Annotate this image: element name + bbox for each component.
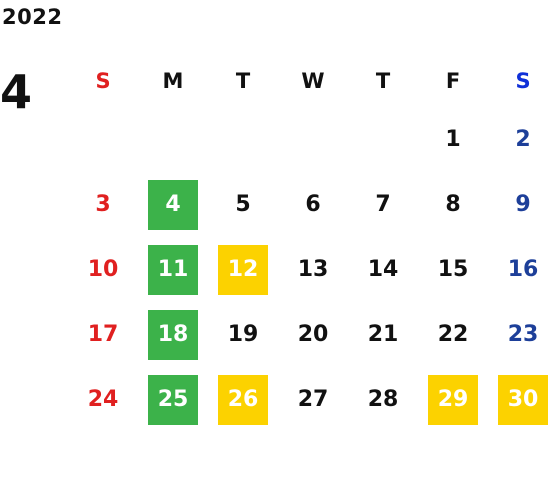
day-number: 11 <box>148 244 198 295</box>
calendar-day: 28 <box>348 367 418 432</box>
day-number: 4 <box>148 179 198 230</box>
day-number: 17 <box>87 322 119 347</box>
weekday-header-saturday: S <box>515 69 531 93</box>
day-number: 29 <box>428 374 478 425</box>
calendar-day: 19 <box>208 302 278 367</box>
day-number: 30 <box>498 374 548 425</box>
calendar-day: 7 <box>348 172 418 237</box>
day-number: 8 <box>445 192 461 217</box>
calendar-day: 21 <box>348 302 418 367</box>
weekday-header-friday: F <box>445 69 461 93</box>
calendar-day: 24 <box>68 367 138 432</box>
calendar-day: 6 <box>278 172 348 237</box>
day-number: 22 <box>437 322 469 347</box>
day-number: 19 <box>227 322 259 347</box>
calendar-day: 4 <box>138 172 208 237</box>
day-number: 9 <box>515 192 531 217</box>
calendar-day: 1 <box>418 107 488 172</box>
calendar-day: 20 <box>278 302 348 367</box>
day-number: 18 <box>148 309 198 360</box>
day-number: 15 <box>437 257 469 282</box>
day-number: 2 <box>515 127 531 152</box>
calendar-day: 12 <box>208 237 278 302</box>
calendar-day: 13 <box>278 237 348 302</box>
day-number: 3 <box>95 192 111 217</box>
calendar-day: 14 <box>348 237 418 302</box>
calendar-empty-cell <box>208 107 278 172</box>
calendar-day: 5 <box>208 172 278 237</box>
calendar-day: 30 <box>488 367 548 432</box>
day-number: 7 <box>375 192 391 217</box>
day-number: 27 <box>297 387 329 412</box>
weekday-header-tuesday: T <box>235 69 251 93</box>
calendar-grid: S M T W T F S 1 2 3 4 5 6 7 8 9 10 11 12 13 14 15 16 17 1… <box>68 55 548 432</box>
calendar-day: 2 <box>488 107 548 172</box>
calendar-day: 3 <box>68 172 138 237</box>
day-number: 6 <box>305 192 321 217</box>
weekday-header-thursday: T <box>375 69 391 93</box>
calendar-day: 9 <box>488 172 548 237</box>
weekday-header-sunday: S <box>95 69 111 93</box>
day-number: 23 <box>507 322 539 347</box>
calendar-empty-cell <box>68 107 138 172</box>
day-number: 25 <box>148 374 198 425</box>
calendar-day: 27 <box>278 367 348 432</box>
day-number: 14 <box>367 257 399 282</box>
calendar-day: 25 <box>138 367 208 432</box>
calendar-day: 23 <box>488 302 548 367</box>
day-number: 21 <box>367 322 399 347</box>
calendar-day: 8 <box>418 172 488 237</box>
day-number: 20 <box>297 322 329 347</box>
calendar-empty-cell <box>348 107 418 172</box>
calendar-day: 10 <box>68 237 138 302</box>
calendar-day: 22 <box>418 302 488 367</box>
calendar-day: 15 <box>418 237 488 302</box>
calendar-day: 18 <box>138 302 208 367</box>
calendar-day: 29 <box>418 367 488 432</box>
day-number: 12 <box>218 244 268 295</box>
day-number: 1 <box>445 127 461 152</box>
calendar-empty-cell <box>278 107 348 172</box>
calendar-empty-cell <box>138 107 208 172</box>
weekday-header-wednesday: W <box>301 69 325 93</box>
weekday-header-monday: M <box>162 69 184 93</box>
calendar-day: 16 <box>488 237 548 302</box>
calendar-day: 11 <box>138 237 208 302</box>
calendar-day: 26 <box>208 367 278 432</box>
day-number: 26 <box>218 374 268 425</box>
day-number: 10 <box>87 257 119 282</box>
day-number: 13 <box>297 257 329 282</box>
day-number: 5 <box>235 192 251 217</box>
day-number: 28 <box>367 387 399 412</box>
day-number: 16 <box>507 257 539 282</box>
calendar-month: 4 <box>0 65 33 119</box>
calendar-day: 17 <box>68 302 138 367</box>
day-number: 24 <box>87 387 119 412</box>
calendar-year: 2022 <box>2 5 63 29</box>
